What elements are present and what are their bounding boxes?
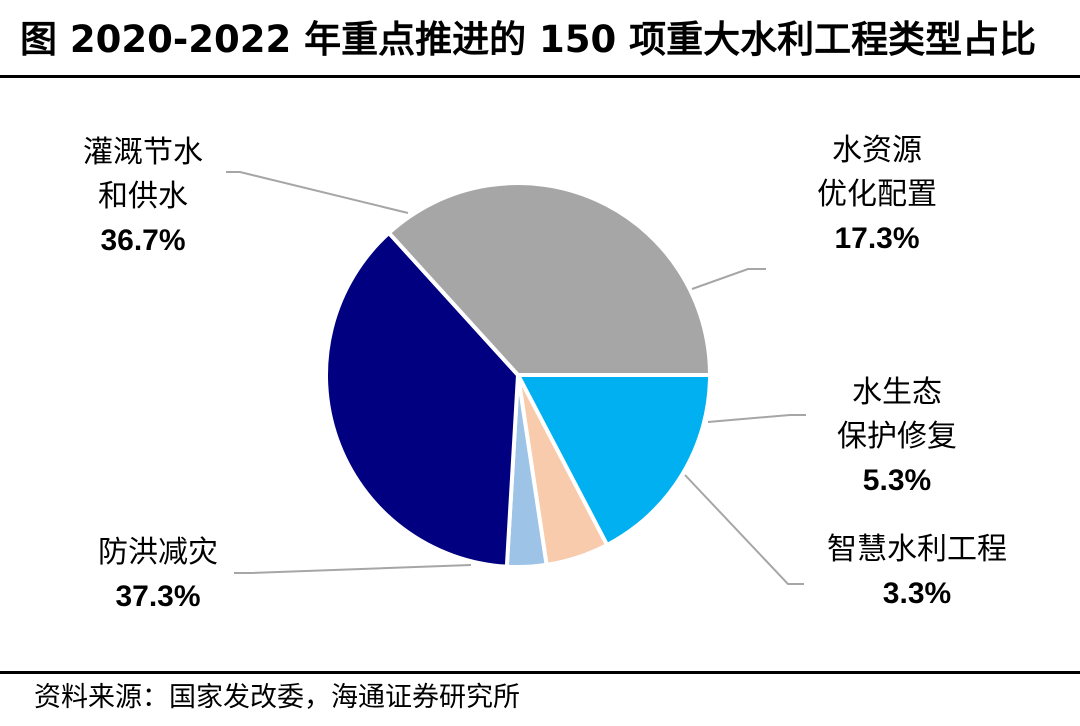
pie-slice: [516, 373, 712, 548]
leader-line: [684, 474, 804, 585]
footer-rule: [0, 671, 1080, 674]
leader-line: [234, 564, 472, 574]
leader-lines: [226, 171, 806, 585]
slice-category-label: 水生态: [852, 375, 942, 410]
source-note: 资料来源：国家发改委，海通证券研究所: [34, 682, 520, 713]
slice-value-label: 5.3%: [863, 464, 931, 497]
slice-category-label: 保护修复: [837, 419, 957, 454]
slice-category-label: 智慧水利工程: [827, 532, 1007, 567]
slice-value-label: 17.3%: [834, 222, 919, 255]
pie-slice: [324, 230, 520, 569]
slice-category-label: 优化配置: [817, 177, 937, 212]
slice-category-label: 灌溉节水: [83, 135, 203, 170]
slice-value-label: 37.3%: [115, 580, 200, 613]
leader-line: [707, 414, 806, 423]
slice-category-label: 防洪减灾: [98, 535, 218, 570]
figure-title: 图 2020-2022 年重点推进的 150 项重大水利工程类型占比: [20, 18, 1037, 61]
leader-line: [691, 268, 766, 290]
slice-value-label: 3.3%: [883, 577, 951, 610]
title-rule: [0, 75, 1080, 78]
slice-category-label: 和供水: [98, 179, 188, 214]
pie-slice: [386, 181, 712, 377]
slice-value-label: 36.7%: [100, 224, 185, 257]
leader-line: [226, 171, 409, 214]
slice-category-label: 水资源: [832, 133, 922, 168]
pie-slices: [324, 181, 712, 569]
